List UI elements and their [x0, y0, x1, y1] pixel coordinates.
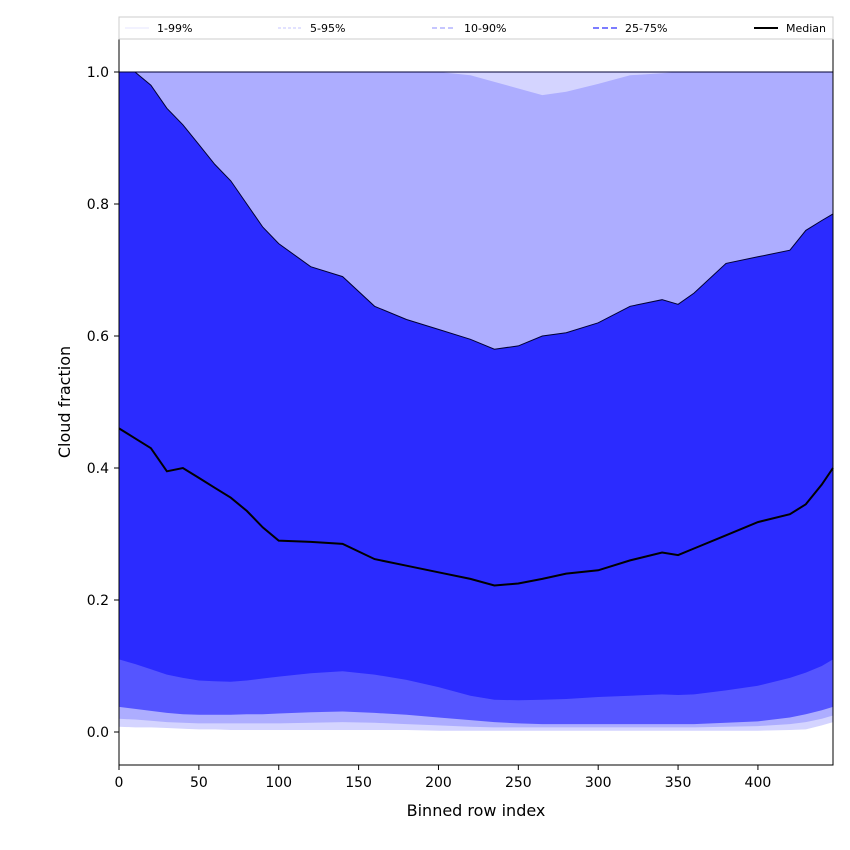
legend-label: 25-75%: [625, 22, 667, 35]
x-tick-label: 150: [345, 775, 372, 791]
x-tick-label: 0: [115, 775, 124, 791]
y-tick-label: 0.4: [87, 461, 109, 477]
x-tick-label: 250: [505, 775, 532, 791]
y-tick-label: 0.6: [87, 329, 109, 345]
median-line: [118, 427, 834, 587]
legend-label: Median: [786, 22, 826, 35]
lines-layer: [118, 71, 834, 587]
legend-label: 5-95%: [310, 22, 345, 35]
y-tick-label: 1.0: [87, 65, 109, 81]
y-tick-label: 0.0: [87, 725, 109, 741]
x-axis-label: Binned row index: [407, 801, 546, 820]
x-axis: 0 50 100 150 200 250 300 350 400: [115, 765, 772, 791]
upper-edge-line: [119, 71, 834, 350]
legend: 1-99% 5-95% 10-90% 25-75% Median: [118, 16, 834, 40]
band-25-75%: [119, 72, 833, 701]
legend-label: 10-90%: [464, 22, 506, 35]
x-tick-label: 50: [190, 775, 208, 791]
legend-box: [118, 16, 834, 40]
bands-layer: [119, 72, 833, 731]
y-axis: 0.0 0.2 0.4 0.6 0.8 1.0: [87, 65, 119, 741]
x-tick-label: 400: [745, 775, 772, 791]
y-tick-label: 0.2: [87, 593, 109, 609]
legend-label: 1-99%: [157, 22, 192, 35]
y-axis-label: Cloud fraction: [55, 346, 74, 458]
x-tick-label: 350: [665, 775, 692, 791]
x-tick-label: 300: [585, 775, 612, 791]
x-tick-label: 200: [425, 775, 452, 791]
y-tick-label: 0.8: [87, 197, 109, 213]
x-tick-label: 100: [265, 775, 292, 791]
